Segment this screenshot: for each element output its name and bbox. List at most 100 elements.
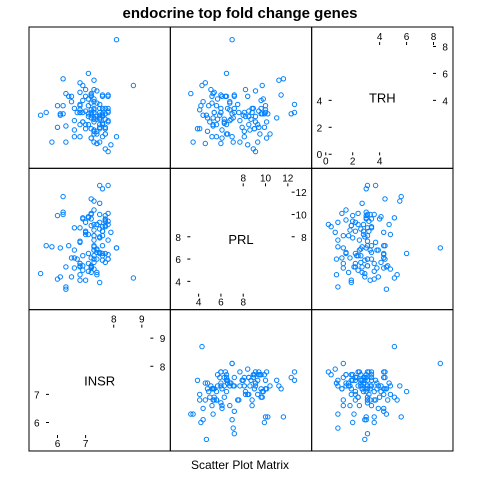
data-point — [345, 269, 352, 276]
data-point — [333, 272, 340, 278]
data-point — [387, 231, 394, 238]
data-point — [37, 112, 44, 118]
data-point — [340, 233, 346, 239]
data-point — [91, 86, 97, 93]
data-point — [218, 400, 224, 406]
data-point — [278, 92, 284, 98]
data-point — [291, 377, 298, 383]
data-point — [375, 383, 381, 389]
data-point — [224, 105, 231, 112]
data-point — [207, 119, 213, 125]
data-point — [242, 113, 249, 120]
data-point — [97, 182, 103, 189]
data-point — [213, 397, 220, 403]
data-point — [348, 277, 354, 283]
data-point — [77, 109, 83, 116]
data-point — [102, 146, 109, 152]
data-point — [91, 256, 97, 262]
tick-label: 12 — [282, 173, 294, 184]
data-point — [57, 245, 63, 251]
data-point — [207, 394, 213, 400]
tick-label: 8 — [240, 298, 246, 309]
data-point — [60, 209, 66, 215]
tick-label: 4 — [442, 96, 448, 107]
data-point — [398, 414, 404, 420]
data-point — [94, 100, 100, 106]
chart-title: endocrine top fold change genes — [122, 5, 357, 22]
data-point — [335, 383, 341, 389]
data-point — [208, 86, 214, 93]
data-point — [397, 198, 403, 204]
data-point — [85, 113, 92, 120]
data-point — [223, 374, 230, 381]
data-point — [85, 121, 92, 128]
data-point — [371, 414, 377, 420]
data-point — [108, 229, 114, 236]
data-point — [262, 386, 269, 392]
data-point — [368, 256, 375, 262]
tick-label: 8 — [240, 173, 246, 184]
data-point — [213, 134, 220, 140]
data-point — [211, 109, 217, 116]
data-point — [249, 109, 255, 116]
tick-label: 7 — [34, 390, 40, 401]
data-point — [91, 233, 97, 239]
data-point — [88, 222, 94, 229]
data-point — [251, 386, 258, 392]
data-point — [105, 182, 111, 189]
data-point — [68, 99, 75, 105]
data-point — [223, 70, 230, 77]
tick-label: 6 — [175, 255, 181, 266]
data-point — [237, 383, 243, 389]
data-point — [77, 89, 83, 96]
data-point — [71, 134, 78, 140]
tick-label: 2 — [317, 123, 323, 134]
data-point — [228, 116, 234, 122]
data-point — [359, 386, 365, 392]
data-point — [102, 126, 109, 132]
data-point — [113, 245, 120, 251]
data-point — [223, 377, 230, 383]
data-point — [376, 216, 383, 222]
data-point — [60, 76, 66, 82]
tick-label: 8 — [160, 362, 166, 373]
data-point — [224, 380, 231, 386]
data-point — [204, 380, 211, 386]
data-point — [437, 360, 443, 367]
data-point — [99, 105, 106, 112]
data-point — [255, 139, 261, 145]
data-point — [218, 92, 224, 98]
data-point — [190, 139, 196, 145]
data-point — [202, 140, 209, 147]
data-point — [94, 247, 100, 253]
tick-label: 4 — [196, 298, 202, 309]
data-point — [340, 260, 346, 267]
panel-frame — [311, 309, 454, 452]
data-point — [242, 86, 249, 93]
data-point — [94, 131, 100, 137]
data-point — [49, 244, 55, 250]
data-point — [363, 212, 369, 219]
variable-label: TRH — [369, 91, 396, 106]
data-point — [105, 256, 111, 262]
data-point — [394, 272, 400, 278]
data-point — [359, 264, 365, 270]
data-point — [43, 243, 49, 249]
data-point — [94, 140, 100, 147]
data-point — [213, 103, 220, 109]
data-point — [105, 237, 111, 243]
data-point — [382, 196, 388, 202]
data-point — [206, 388, 212, 395]
data-point — [343, 249, 349, 256]
data-point — [350, 212, 356, 219]
data-point — [82, 93, 89, 100]
data-point — [80, 97, 86, 104]
tick-label: 0 — [323, 156, 329, 167]
data-point — [368, 369, 375, 375]
data-point — [237, 117, 243, 124]
data-point — [403, 250, 410, 257]
data-point — [263, 135, 270, 141]
data-point — [259, 82, 265, 89]
data-point — [91, 99, 97, 105]
